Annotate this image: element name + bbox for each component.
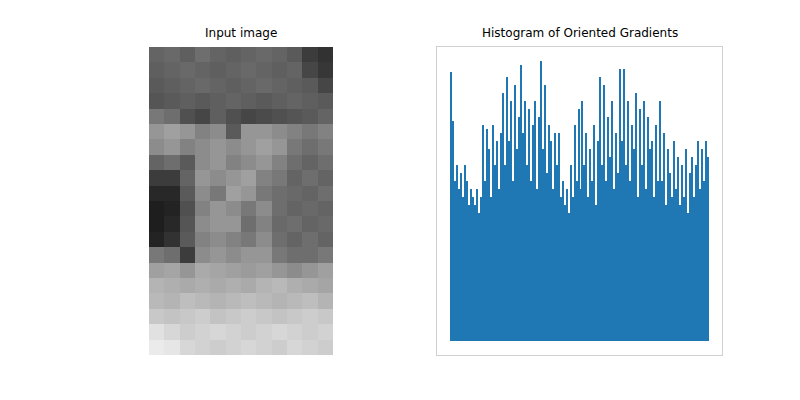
svg-text:Histogram of Oriented Gradient: Histogram of Oriented Gradients — [482, 26, 678, 40]
svg-text:Input image: Input image — [205, 26, 277, 40]
